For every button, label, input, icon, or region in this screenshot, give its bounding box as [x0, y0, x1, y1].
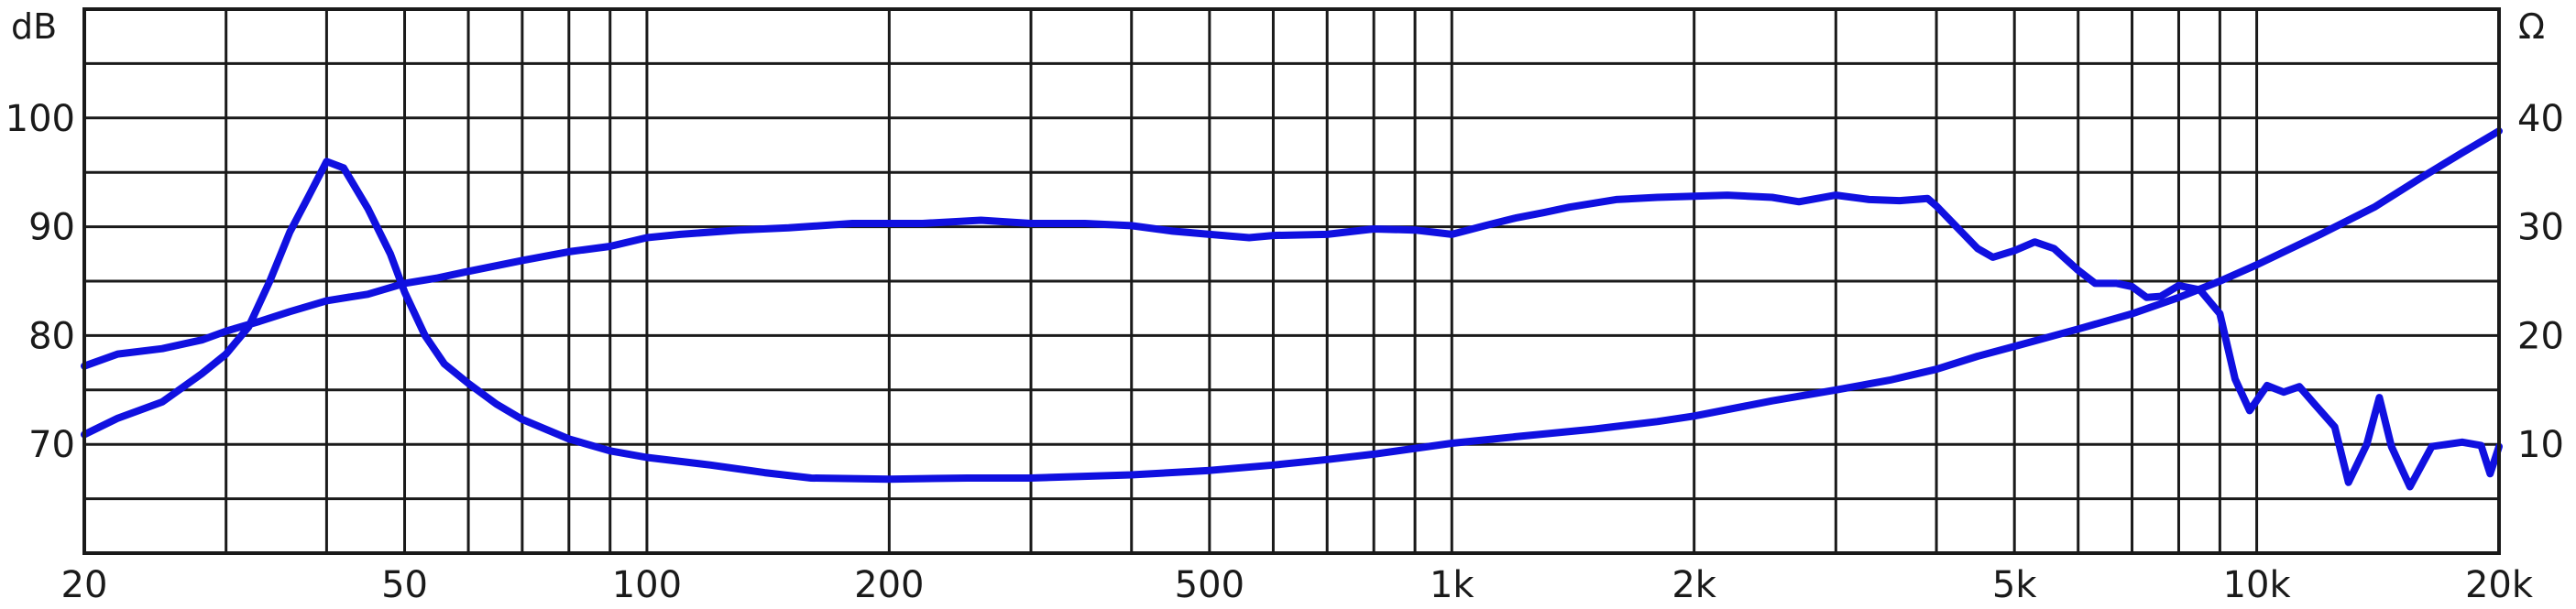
- left-y-tick-label: 100: [5, 98, 75, 140]
- left-y-tick-label: 90: [28, 207, 75, 249]
- spl-curve: [81, 191, 2503, 491]
- x-tick-label: 2k: [1672, 564, 1716, 606]
- x-tick-label: 20k: [2465, 564, 2534, 606]
- right-y-tick-label: 20: [2517, 315, 2564, 357]
- right-y-tick-label: 10: [2517, 424, 2564, 466]
- x-tick-label: 200: [854, 564, 924, 606]
- x-tick-label: 1k: [1430, 564, 1474, 606]
- x-tick-label: 50: [381, 564, 428, 606]
- left-y-tick-label: 70: [28, 424, 75, 466]
- plot-frame: [82, 7, 2501, 555]
- x-tick-label: 20: [61, 564, 108, 606]
- x-tick-label: 5k: [1992, 564, 2037, 606]
- right-axis-unit: Ω: [2518, 6, 2545, 47]
- right-y-tick-label: 30: [2517, 207, 2564, 249]
- right-y-tick-label: 40: [2517, 98, 2564, 140]
- impedance-curve: [81, 127, 2503, 484]
- left-y-tick-label: 80: [28, 315, 75, 357]
- x-tick-label: 10k: [2223, 564, 2292, 606]
- x-tick-label: 500: [1175, 564, 1244, 606]
- x-tick-label: 100: [612, 564, 682, 606]
- left-axis-unit: dB: [11, 6, 57, 47]
